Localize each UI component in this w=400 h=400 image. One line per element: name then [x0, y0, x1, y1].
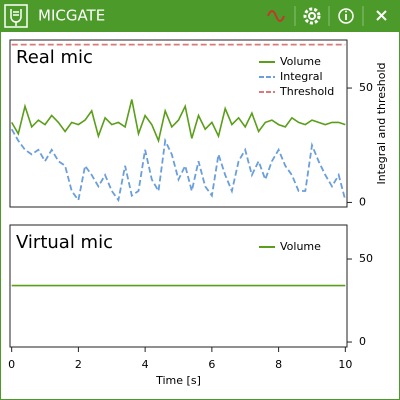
series-line — [10, 128, 347, 203]
window-title: MICGATE — [38, 7, 105, 25]
y-axis-label: Integral and threshold — [375, 62, 388, 184]
x-tick-label: 8 — [275, 358, 282, 371]
x-tick-label: 0 — [8, 358, 15, 371]
legend-label: Integral — [280, 70, 323, 83]
y-tick-label: 0 — [359, 195, 366, 208]
signal-button[interactable] — [267, 10, 285, 22]
y-tick-label: 0 — [359, 335, 366, 348]
series-line — [11, 99, 346, 144]
legend-label: Threshold — [279, 85, 334, 98]
x-tick-label: 10 — [338, 358, 352, 371]
title-bar — [0, 0, 400, 32]
legend-label: Volume — [280, 240, 321, 253]
legend-label: Volume — [280, 55, 321, 68]
y-tick-label: 50 — [359, 81, 373, 94]
x-tick-label: 6 — [208, 358, 215, 371]
x-axis-label: Time [s] — [155, 374, 201, 387]
chart-title: Real mic — [16, 47, 93, 68]
info-button[interactable] — [338, 8, 354, 24]
app-icon — [4, 4, 28, 28]
close-button[interactable] — [376, 10, 387, 21]
settings-button[interactable] — [303, 7, 321, 25]
x-tick-label: 4 — [142, 358, 149, 371]
x-tick-label: 2 — [75, 358, 82, 371]
chart-title: Virtual mic — [16, 232, 113, 253]
y-tick-label: 50 — [359, 252, 373, 265]
